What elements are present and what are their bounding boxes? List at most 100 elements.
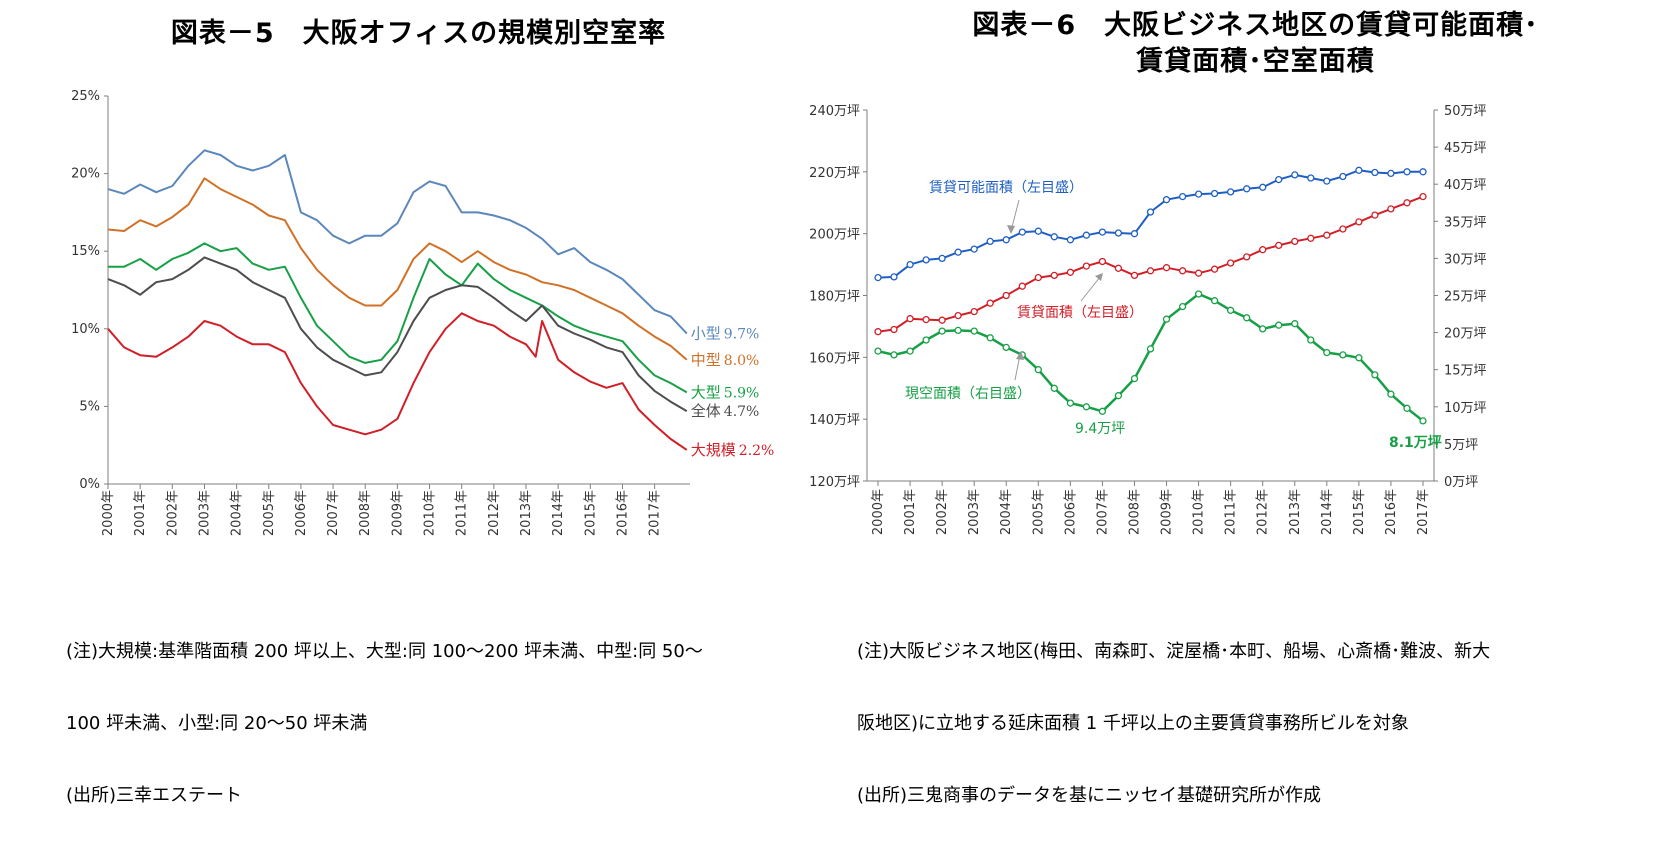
data-point-marker	[1371, 211, 1379, 219]
data-point-marker	[1018, 282, 1026, 290]
data-point-marker	[970, 307, 978, 316]
data-point-marker	[906, 315, 914, 323]
x-tick-label: 2015年	[1352, 489, 1367, 535]
left-y-tick-label: 120万坪	[809, 475, 860, 490]
x-tick-label: 2012年	[1256, 489, 1271, 535]
data-point-marker	[1034, 273, 1042, 282]
series-name: 小型	[691, 324, 721, 342]
x-tick-label: 2004年	[999, 489, 1014, 535]
data-point-marker	[1210, 189, 1219, 198]
x-tick-label: 2017年	[648, 490, 663, 536]
x-tick-label: 2013年	[1288, 489, 1303, 535]
right-y-tick-label: 35万坪	[1444, 215, 1487, 230]
x-tick-label: 2011年	[1224, 489, 1239, 535]
data-point-marker	[1307, 234, 1315, 242]
data-point-marker	[1034, 227, 1042, 235]
data-point-marker	[890, 273, 898, 281]
data-point-marker	[1339, 225, 1347, 233]
data-point-marker	[1259, 325, 1267, 333]
x-tick-label: 2000年	[871, 489, 886, 535]
y-tick-label: 5%	[79, 399, 100, 414]
data-point-marker	[1210, 265, 1219, 273]
data-point-marker	[1323, 348, 1331, 357]
data-point-marker	[1162, 196, 1171, 204]
right-y-tick-label: 45万坪	[1444, 141, 1487, 156]
data-point-marker	[1419, 192, 1427, 201]
x-tick-label: 2005年	[262, 490, 277, 536]
series-value: 8.0%	[724, 353, 760, 369]
vacancy-rate-chart: 0% 5% 10% 15% 20% 25% 2000年 2001年 2002年 2003年 2004…	[71, 89, 775, 536]
data-point-marker	[1194, 269, 1203, 277]
right-y-tick-label: 10万坪	[1444, 401, 1487, 416]
left-y-tick-label: 180万坪	[809, 290, 860, 305]
data-point-marker	[1114, 229, 1123, 237]
left-y-tick-label: 220万坪	[809, 166, 860, 181]
annotation-arrowhead	[1016, 351, 1024, 360]
annotation-latest-value: 8.1万坪	[1389, 435, 1442, 451]
data-point-marker	[1307, 336, 1315, 344]
series-name: 全体	[691, 402, 721, 420]
series-end-label: 大型 5.9%	[691, 383, 760, 401]
x-tick-label: 2010年	[1192, 489, 1207, 535]
data-point-marker	[1371, 371, 1379, 379]
series-end-label: 小型 9.7%	[691, 324, 760, 342]
x-tick-label: 2004年	[230, 490, 245, 536]
annotation-min-value: 9.4万坪	[1075, 421, 1125, 437]
y-tick-label: 10%	[71, 322, 100, 337]
x-tick-label: 2003年	[197, 490, 212, 536]
data-point-marker	[1339, 172, 1347, 181]
data-point-marker	[1130, 374, 1139, 383]
data-point-marker	[1162, 315, 1171, 323]
series-end-label: 大規模 2.2%	[691, 441, 775, 459]
data-point-marker	[1243, 185, 1251, 193]
left-y-tick-label: 160万坪	[809, 351, 860, 366]
series-line-全体	[107, 256, 688, 412]
annotation-arrow	[1080, 276, 1101, 302]
series-value: 4.7%	[724, 404, 760, 420]
data-point-marker	[1403, 168, 1411, 176]
right-y-tick-label: 0万坪	[1444, 475, 1478, 490]
data-point-marker	[1419, 168, 1427, 176]
right-y-tick-label: 30万坪	[1444, 252, 1487, 267]
x-tick-label: 2009年	[1160, 489, 1175, 535]
data-point-marker	[970, 327, 978, 335]
series-line	[877, 195, 1424, 333]
data-point-marker	[1275, 241, 1283, 250]
data-point-marker	[1018, 228, 1026, 236]
data-point-marker	[1194, 190, 1203, 198]
note-line: 阪地区)に立地する延床面積 1 千坪以上の主要賃貸事務所ビルを対象	[857, 713, 1409, 734]
data-point-marker	[1066, 236, 1075, 244]
data-point-marker	[1419, 417, 1427, 425]
x-tick-label: 2001年	[903, 489, 918, 535]
data-point-marker	[970, 245, 978, 253]
data-point-marker	[1291, 320, 1299, 328]
series-value: 5.9%	[724, 385, 760, 401]
data-point-marker	[1050, 271, 1058, 280]
data-point-marker	[1002, 236, 1010, 244]
x-tick-label: 2015年	[583, 490, 598, 536]
data-point-marker	[1130, 230, 1139, 238]
chart-title: 図表－6 大阪ビジネス地区の賃貸可能面積･ 賃貸面積･空室面積	[837, 8, 1674, 80]
data-point-marker	[1194, 290, 1203, 298]
data-point-marker	[1243, 253, 1251, 261]
series-name: 大型	[691, 383, 721, 401]
x-tick-label: 2017年	[1416, 489, 1431, 535]
x-tick-label: 2005年	[1031, 489, 1046, 535]
data-point-marker	[906, 347, 914, 355]
data-point-marker	[1050, 384, 1058, 392]
series-name: 中型	[691, 351, 721, 369]
data-point-marker	[1098, 228, 1107, 236]
x-tick-label: 2002年	[935, 489, 950, 535]
left-y-tick-label: 140万坪	[809, 413, 860, 428]
data-point-marker	[1178, 192, 1187, 201]
data-point-marker	[1371, 168, 1379, 177]
x-tick-label: 2014年	[551, 490, 566, 536]
chart-panel-vacancy-rate: 図表－5 大阪オフィスの規模別空室率 0% 5% 10% 15% 20% 25% 2000年…	[0, 0, 837, 806]
data-point-marker	[1355, 166, 1363, 174]
data-point-marker	[938, 316, 946, 324]
data-point-marker	[1226, 306, 1235, 314]
x-tick-label: 2001年	[133, 490, 148, 536]
data-point-marker	[1387, 390, 1395, 398]
data-point-marker	[1403, 199, 1411, 207]
data-point-marker	[1082, 403, 1091, 411]
